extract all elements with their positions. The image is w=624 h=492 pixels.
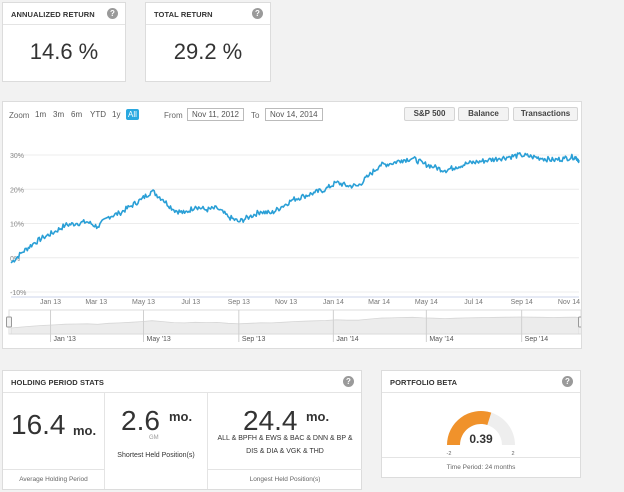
help-icon[interactable]: ? bbox=[343, 376, 354, 387]
x-tick-label: Nov 14 bbox=[558, 299, 580, 306]
navigator-area bbox=[10, 316, 580, 335]
portfolio-beta-title: PORTFOLIO BETA bbox=[382, 371, 580, 393]
navigator-handle[interactable] bbox=[578, 316, 582, 328]
from-label: From bbox=[164, 111, 183, 120]
x-tick-label: Jan 13 bbox=[40, 299, 61, 306]
total-return-value: 29.2 % bbox=[173, 39, 243, 64]
shortest-held-unit: mo. bbox=[169, 409, 193, 424]
navigator-tick-label: May '14 bbox=[429, 336, 453, 343]
x-tick-label: Mar 14 bbox=[368, 299, 390, 306]
shortest-held-ticker: GM bbox=[149, 435, 159, 441]
annualized-return-title: ANNUALIZED RETURN bbox=[3, 3, 125, 25]
beta-value: 0.39 bbox=[469, 432, 493, 446]
chart-toolbar: Zoom 1m 3m 6m YTD 1y All From Nov 11, 20… bbox=[3, 102, 581, 126]
average-holding-value: 16.4 bbox=[11, 409, 66, 440]
zoom-6m-button[interactable]: 6m bbox=[71, 110, 83, 119]
gauge-fill bbox=[447, 411, 492, 445]
navigator-tick-label: Sep '14 bbox=[525, 336, 549, 343]
x-tick-label: Sep 14 bbox=[511, 299, 533, 306]
zoom-1y-button[interactable]: 1y bbox=[112, 110, 121, 119]
total-return-title: TOTAL RETURN bbox=[146, 3, 270, 25]
average-holding-unit: mo. bbox=[73, 423, 97, 438]
help-icon[interactable]: ? bbox=[107, 8, 118, 19]
column-divider bbox=[104, 393, 105, 489]
annualized-return-card: ANNUALIZED RETURN ? 14.6 % bbox=[2, 2, 126, 82]
zoom-ytd-button[interactable]: YTD bbox=[90, 110, 106, 119]
zoom-all-button[interactable]: All bbox=[126, 109, 139, 120]
x-tick-label: Nov 13 bbox=[275, 299, 297, 306]
zoom-1m-button[interactable]: 1m bbox=[35, 110, 47, 119]
y-tick-label: 30% bbox=[10, 153, 24, 160]
navigator-tick-label: Sep '13 bbox=[242, 336, 266, 343]
longest-held-value: 24.4 bbox=[243, 405, 298, 436]
holding-period-title: HOLDING PERIOD STATS bbox=[3, 371, 361, 393]
navigator-tick-label: Jan '13 bbox=[54, 336, 76, 343]
annualized-return-value: 14.6 % bbox=[29, 39, 99, 64]
x-tick-label: Jul 14 bbox=[464, 299, 483, 306]
to-label: To bbox=[251, 111, 260, 120]
longest-held-column: 24.4 mo. ALL & BPFH & EWS & BAC & DNN & … bbox=[208, 393, 362, 489]
gauge-max-label: 2 bbox=[511, 451, 514, 457]
shortest-held-value: 2.6 bbox=[121, 405, 160, 436]
series-line bbox=[10, 152, 580, 264]
x-tick-label: Jul 13 bbox=[181, 299, 200, 306]
shortest-held-label: Shortest Held Position(s) bbox=[117, 452, 195, 459]
navigator-tick-label: Jan '14 bbox=[336, 336, 358, 343]
zoom-3m-button[interactable]: 3m bbox=[53, 110, 65, 119]
beta-gauge: 0.39 -2 2 bbox=[447, 411, 515, 457]
zoom-label: Zoom bbox=[9, 111, 30, 120]
y-tick-label: 20% bbox=[10, 187, 24, 194]
average-holding-column: 16.4 mo. Average Holding Period bbox=[3, 393, 104, 489]
x-tick-label: May 13 bbox=[132, 299, 155, 306]
x-tick-label: Mar 13 bbox=[85, 299, 107, 306]
balance-button[interactable]: Balance bbox=[458, 107, 509, 121]
sp500-button[interactable]: S&P 500 bbox=[404, 107, 455, 121]
to-date-input[interactable]: Nov 14, 2014 bbox=[265, 108, 323, 121]
portfolio-beta-card: PORTFOLIO BETA ? 0.39 -2 2 Time Period: … bbox=[381, 370, 581, 478]
transactions-button[interactable]: Transactions bbox=[513, 107, 578, 121]
x-tick-label: May 14 bbox=[415, 299, 438, 306]
performance-chart-card: 30% 20% 10% 0% -10% Jan 13 Mar 13 May 13 Jul 13 S… bbox=[2, 101, 582, 349]
y-tick-label: 10% bbox=[10, 222, 24, 229]
beta-time-period: Time Period: 24 months bbox=[382, 457, 580, 477]
average-holding-label: Average Holding Period bbox=[3, 469, 104, 489]
navigator-tick-label: May '13 bbox=[147, 336, 171, 343]
y-tick-label: -10% bbox=[10, 290, 26, 297]
holding-period-card: HOLDING PERIOD STATS ? 16.4 mo. Average … bbox=[2, 370, 362, 490]
gauge-min-label: -2 bbox=[447, 451, 452, 457]
longest-held-label: Longest Held Position(s) bbox=[208, 469, 362, 489]
shortest-held-column: 2.6 mo. GM Shortest Held Position(s) bbox=[105, 393, 207, 489]
longest-held-unit: mo. bbox=[306, 409, 330, 424]
x-tick-label: Sep 13 bbox=[228, 299, 250, 306]
x-tick-label: Jan 14 bbox=[323, 299, 344, 306]
performance-chart[interactable]: 30%20%10%0%-10%Jan 13 Mar 13 May 13 Jul 13 S… bbox=[3, 102, 581, 348]
total-return-card: TOTAL RETURN ? 29.2 % bbox=[145, 2, 271, 82]
help-icon[interactable]: ? bbox=[252, 8, 263, 19]
longest-held-tickers: ALL & BPFH & EWS & BAC & DNN & BP & DIS … bbox=[217, 435, 353, 455]
column-divider bbox=[207, 393, 208, 489]
help-icon[interactable]: ? bbox=[562, 376, 573, 387]
navigator-handle[interactable] bbox=[6, 316, 12, 328]
from-date-input[interactable]: Nov 11, 2012 bbox=[187, 108, 244, 121]
